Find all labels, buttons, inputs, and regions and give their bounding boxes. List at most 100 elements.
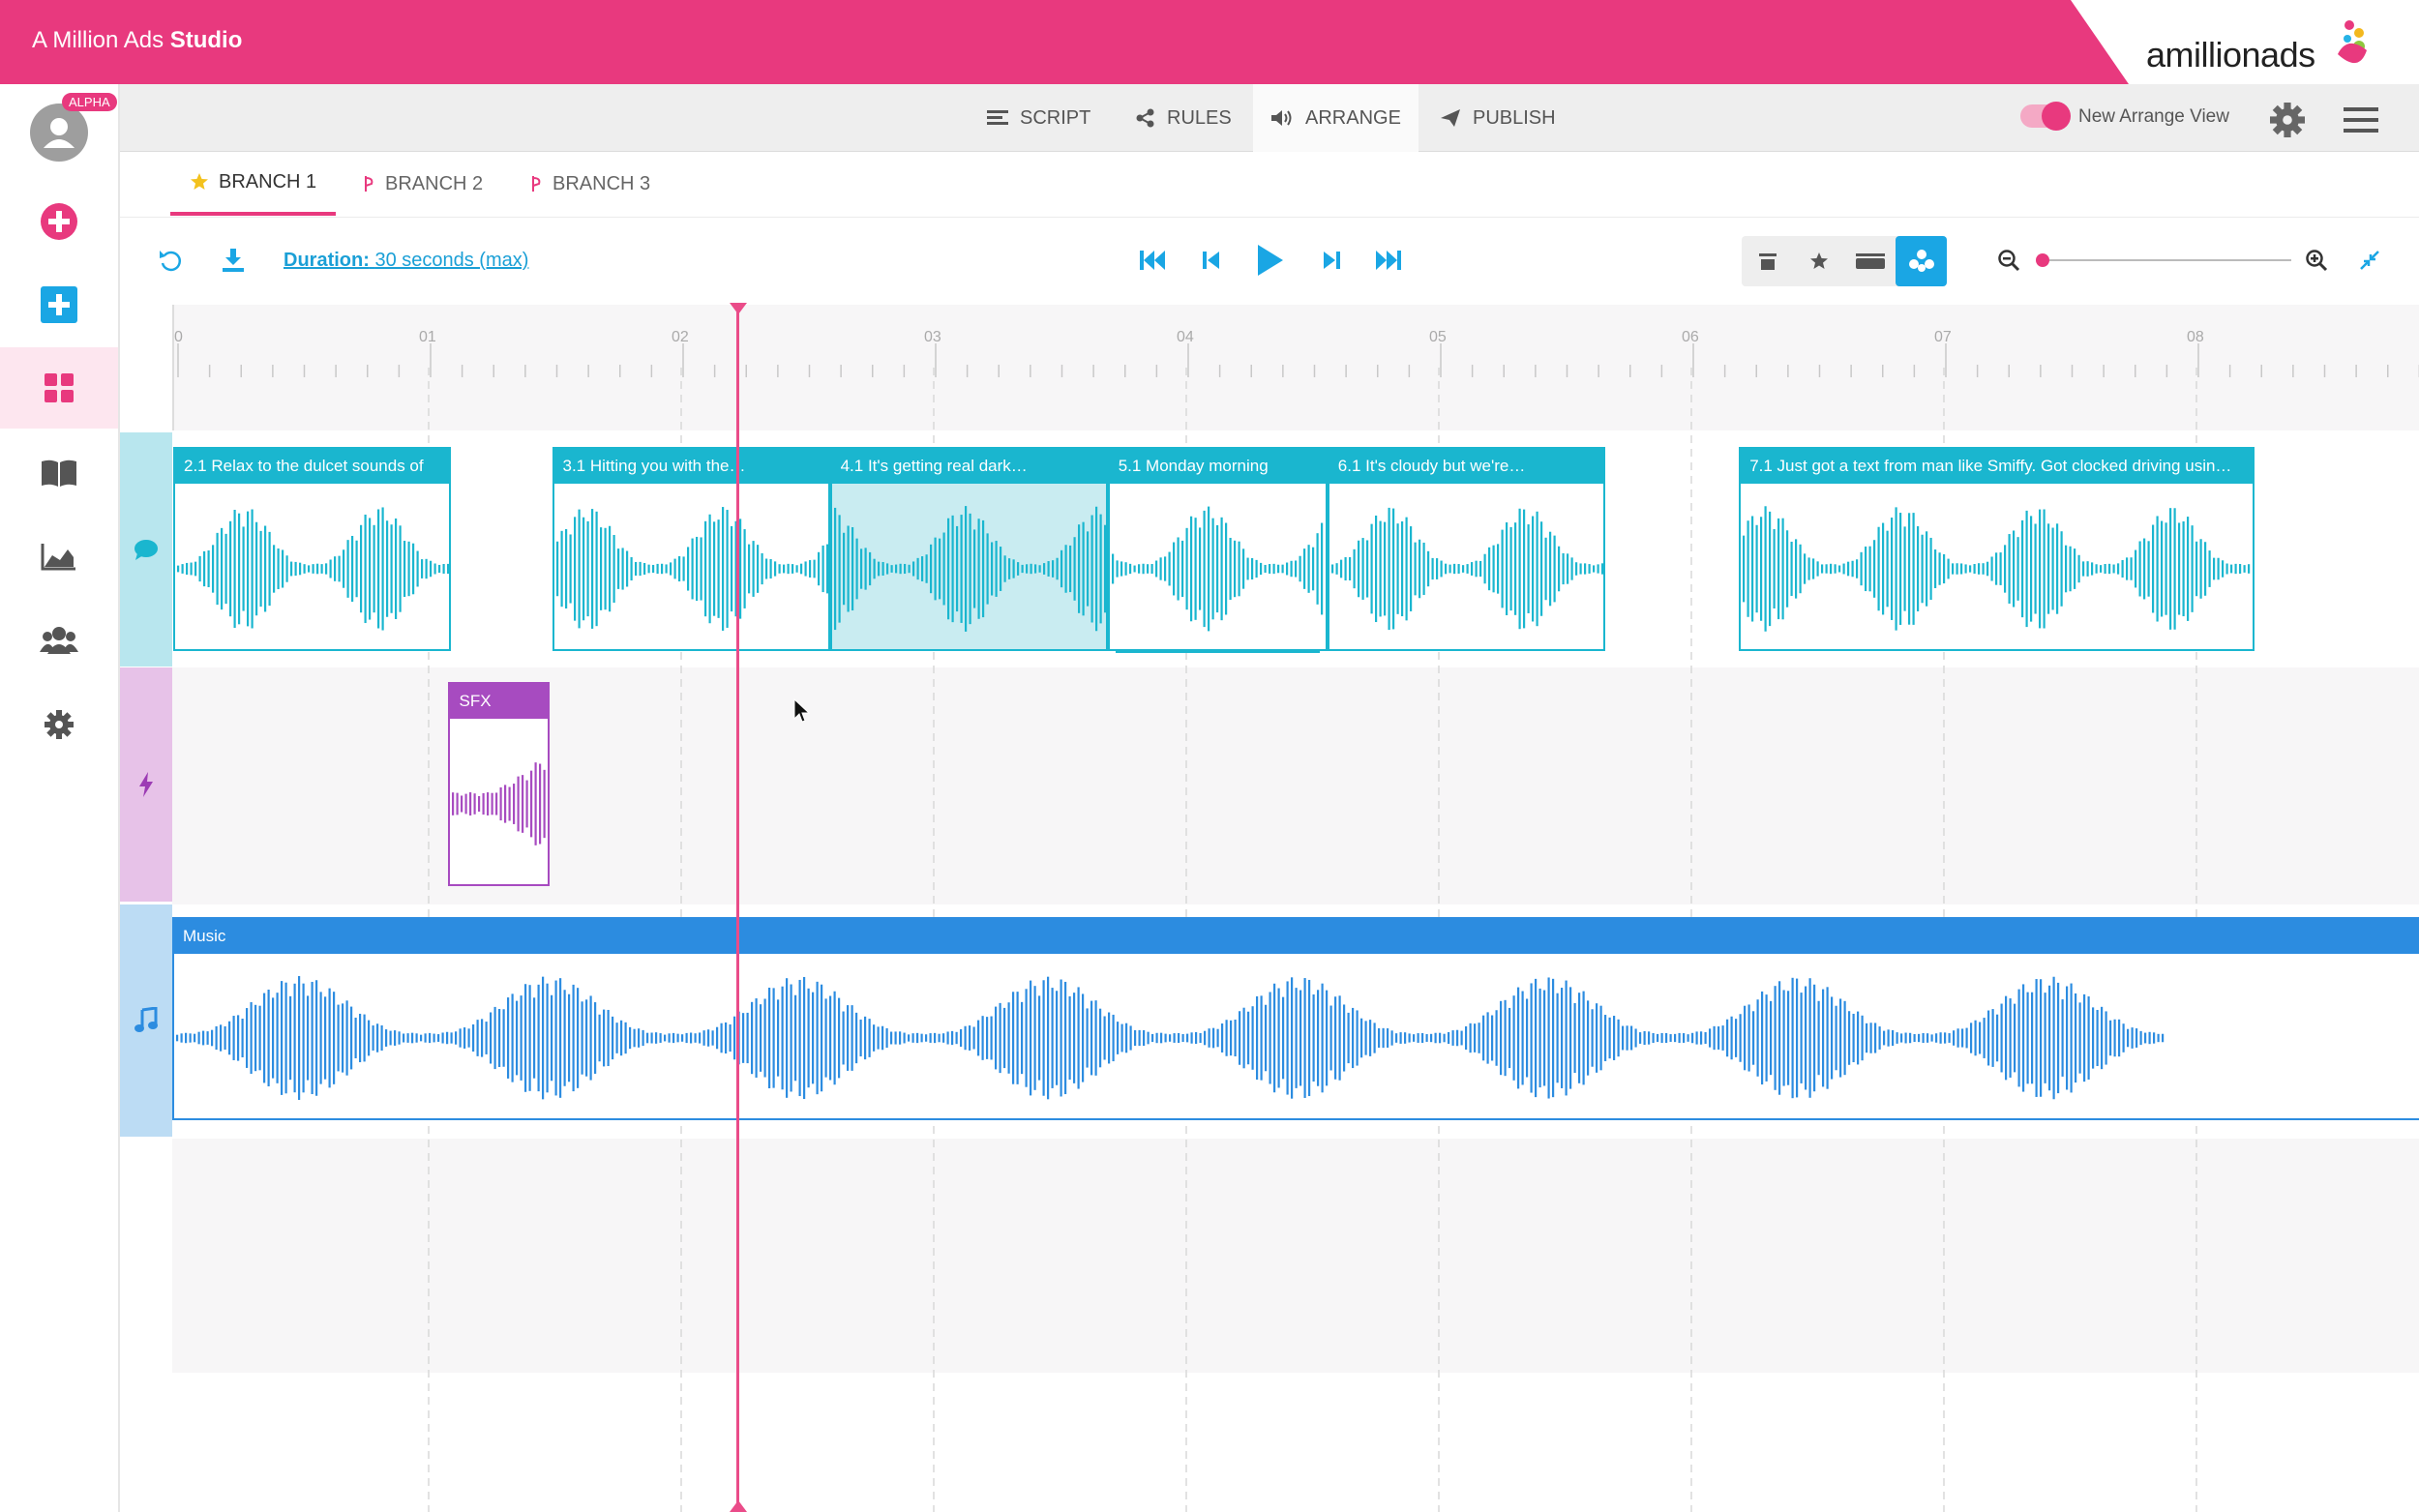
- add-circle-button[interactable]: [0, 181, 118, 262]
- waveform-bar: [1299, 990, 1302, 1086]
- waveform-bar: [630, 556, 633, 580]
- sfx-clip[interactable]: SFX: [448, 682, 550, 886]
- zoom-slider-track[interactable]: [2042, 259, 2291, 261]
- voice-clip[interactable]: 5.1 Monday morning: [1107, 447, 1328, 651]
- waveform-bar: [1430, 1033, 1433, 1043]
- menu-icon[interactable]: [2344, 106, 2378, 133]
- analytics-button[interactable]: [0, 516, 118, 597]
- gear-icon[interactable]: [2270, 103, 2305, 137]
- playhead-bottom-handle[interactable]: [730, 1500, 747, 1512]
- waveform-bar: [2021, 519, 2024, 617]
- mode-star-button[interactable]: [1793, 236, 1844, 286]
- music-note-icon: [134, 1007, 158, 1032]
- waveform-bar: [1912, 512, 1915, 625]
- waveform-bar: [2147, 540, 2150, 597]
- waveform-bar: [676, 1033, 679, 1043]
- waveform-bar: [224, 533, 227, 604]
- star-icon: [1809, 252, 1828, 269]
- waveform-bar: [1813, 984, 1816, 1092]
- waveform-bar: [1856, 558, 1859, 578]
- waveform-bar: [633, 1028, 636, 1048]
- waveform-bar: [972, 528, 975, 608]
- waveform-bar: [690, 1032, 693, 1044]
- waveform-bar: [838, 514, 841, 623]
- waveform-bar: [1212, 1027, 1215, 1049]
- tab-branch-1[interactable]: BRANCH 1: [170, 152, 337, 216]
- skip-to-start-icon[interactable]: [1139, 249, 1166, 272]
- waveform-bar: [568, 993, 571, 1082]
- users-button[interactable]: [0, 599, 118, 680]
- waveform-bar: [334, 555, 337, 581]
- waveform-bar: [416, 550, 419, 586]
- waveform-bar: [319, 992, 322, 1084]
- music-clip[interactable]: Music: [172, 917, 2419, 1120]
- waveform-bar: [1146, 563, 1149, 574]
- waveform-bar: [1451, 1030, 1454, 1046]
- mode-cluster-button[interactable]: [1896, 236, 1947, 286]
- waveform-bar: [2156, 515, 2159, 622]
- skip-to-end-icon[interactable]: [1375, 249, 1402, 272]
- library-button[interactable]: [0, 432, 118, 514]
- download-icon[interactable]: [221, 248, 246, 273]
- waveform-bar: [316, 563, 319, 574]
- voice-clip[interactable]: 3.1 Hitting you with the…: [552, 447, 830, 651]
- previous-icon[interactable]: [1202, 249, 1221, 272]
- nav-arrange[interactable]: ARRANGE: [1253, 84, 1419, 152]
- voice-clip[interactable]: 4.1 It's getting real dark…: [829, 447, 1108, 651]
- waveform-bar: [716, 1026, 719, 1050]
- dashboard-button[interactable]: [0, 347, 118, 429]
- waveform-bar: [1617, 1019, 1620, 1057]
- nav-publish[interactable]: PUBLISH: [1422, 84, 1573, 152]
- undo-icon[interactable]: [158, 248, 183, 273]
- duration-link[interactable]: Duration: 30 seconds (max): [284, 250, 529, 271]
- playhead-line[interactable]: [736, 305, 739, 1512]
- waveform-bar: [2112, 564, 2115, 573]
- waveform-bar: [1012, 992, 1015, 1084]
- app-title: A Million Ads Studio: [32, 27, 243, 53]
- waveform-bar: [1582, 991, 1585, 1085]
- next-icon[interactable]: [1322, 249, 1341, 272]
- waveform-bar: [537, 984, 540, 1092]
- waveform: [555, 506, 828, 631]
- zoom-out-icon[interactable]: [1997, 249, 2020, 272]
- collapse-icon[interactable]: [2359, 250, 2380, 271]
- waveform-bar: [511, 993, 514, 1082]
- zoom-slider-handle[interactable]: [2036, 253, 2049, 267]
- tab-branch-2[interactable]: BRANCH 2: [343, 152, 502, 216]
- waveform-bar: [708, 514, 711, 623]
- mode-stack-button[interactable]: [1742, 236, 1793, 286]
- waveform-bar: [372, 1025, 374, 1051]
- toggle-knob: [2042, 102, 2071, 131]
- add-square-button[interactable]: [0, 264, 118, 345]
- voice-clip[interactable]: 6.1 It's cloudy but we're…: [1327, 447, 1605, 651]
- waveform-bar: [1782, 990, 1785, 1086]
- waveform-bar: [951, 1030, 954, 1046]
- zoom-in-icon[interactable]: [2305, 249, 2328, 272]
- nav-script[interactable]: SCRIPT: [970, 84, 1108, 152]
- voice-track-header[interactable]: [120, 432, 172, 667]
- waveform-bar: [946, 1031, 949, 1045]
- tab-branch-3[interactable]: BRANCH 3: [510, 152, 670, 216]
- new-arrange-view-toggle[interactable]: [2020, 102, 2071, 131]
- playhead-top-handle[interactable]: [730, 303, 747, 314]
- waveform-bar: [2208, 549, 2211, 587]
- waveform-bar: [681, 1034, 684, 1042]
- waveform-bar: [1787, 991, 1790, 1085]
- mode-wide-button[interactable]: [1844, 236, 1896, 286]
- voice-clip[interactable]: 2.1 Relax to the dulcet sounds of: [173, 447, 452, 651]
- waveform-bar: [672, 1032, 675, 1044]
- music-track-header[interactable]: [120, 904, 172, 1137]
- nav-rules[interactable]: RULES: [1119, 84, 1249, 152]
- waveform-bar: [1630, 1025, 1633, 1051]
- voice-clip[interactable]: 7.1 Just got a text from man like Smiffy…: [1739, 447, 2255, 651]
- waveform-bar: [472, 1023, 475, 1052]
- waveform-bar: [1583, 562, 1586, 575]
- play-icon[interactable]: [1256, 244, 1285, 277]
- user-avatar[interactable]: [30, 104, 88, 162]
- waveform-bar: [1308, 979, 1311, 1097]
- timeline-ruler[interactable]: [172, 305, 2419, 430]
- waveform-bar: [2113, 1019, 2116, 1057]
- waveform-bar: [258, 1005, 261, 1071]
- sfx-track-header[interactable]: [120, 667, 172, 902]
- settings-button[interactable]: [0, 684, 118, 765]
